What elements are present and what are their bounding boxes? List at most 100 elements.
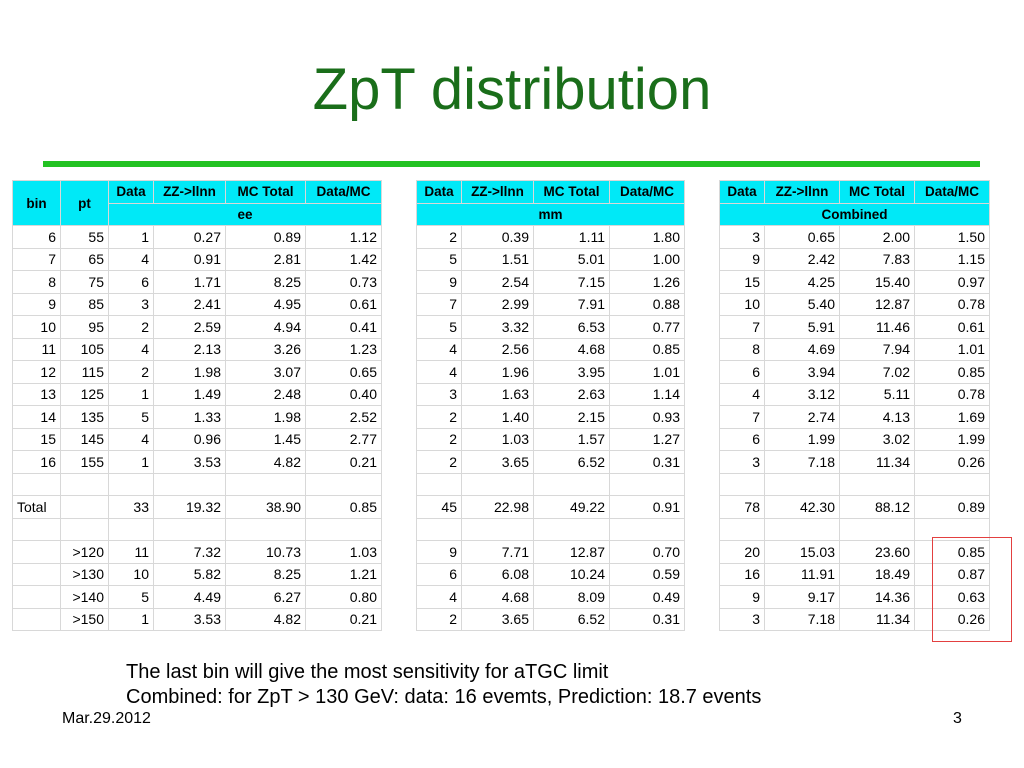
table-cell: 1.01: [609, 360, 685, 384]
table-cell: 0.49: [609, 585, 685, 609]
table-cell: 9: [416, 540, 462, 564]
table-cell: 7.15: [533, 270, 610, 294]
table-cell: 22.98: [461, 495, 534, 519]
bin-cell: 14: [12, 405, 61, 429]
table-cell: [225, 472, 306, 496]
table-cell: 4: [108, 247, 154, 271]
table-cell: 0.65: [764, 225, 840, 249]
table-cell: 3: [719, 225, 765, 249]
table-cell: 0.89: [225, 225, 306, 249]
table-cell: 2.41: [153, 292, 226, 316]
table-cell: 1.15: [914, 247, 990, 271]
table-cell: 15: [719, 270, 765, 294]
note-line-2: Combined: for ZpT > 130 GeV: data: 16 ev…: [126, 686, 762, 708]
table-cell: 6.52: [533, 607, 610, 631]
bin-cell: 12: [12, 360, 61, 384]
pt-cut-cell: >140: [60, 585, 109, 609]
table-cell: [153, 517, 226, 541]
pt-cut-cell: >130: [60, 562, 109, 586]
table-cell: 8: [719, 337, 765, 361]
table-cell: [60, 472, 109, 496]
table-cell: 0.26: [914, 450, 990, 474]
table-cell: 10.24: [533, 562, 610, 586]
table-cell: 11.34: [839, 607, 915, 631]
table-cell: 9: [719, 585, 765, 609]
table-cell: 1: [108, 450, 154, 474]
column-gap: [684, 540, 720, 563]
pt-cut-cell: >120: [60, 540, 109, 564]
table-cell: 0.40: [305, 382, 382, 406]
table-cell: 2.81: [225, 247, 306, 271]
table-cell: 33: [108, 495, 154, 519]
column-gap: [684, 203, 720, 226]
table-cell: 3.53: [153, 607, 226, 631]
group-header-row: ee mm Combined: [13, 202, 990, 226]
table-cell: 4: [719, 382, 765, 406]
table-cell: 6: [416, 562, 462, 586]
table-cell: [381, 473, 417, 496]
table-cell: 1.03: [305, 540, 382, 564]
table-cell: [764, 517, 840, 541]
table-cell: 7: [719, 405, 765, 429]
group-header: mm: [416, 202, 685, 226]
table-row: 14 135 5 1.33 1.98 2.52 2 1.40 2.15 0.93 7 2.74 4.13…: [12, 405, 990, 429]
cut-row: >140 5 4.49 6.27 0.80 4 4.68 8.09 0.49 9 9.17 14.36…: [12, 585, 990, 609]
table-cell: 6.08: [461, 562, 534, 586]
bin-cell: 9: [12, 292, 61, 316]
pt-cell: 65: [60, 247, 109, 271]
table-cell: 4: [108, 427, 154, 451]
column-gap: [381, 428, 417, 451]
table-cell: 1.01: [914, 337, 990, 361]
table-cell: 12.87: [533, 540, 610, 564]
column-gap: [684, 563, 720, 586]
table-cell: 0.85: [305, 495, 382, 519]
table-cell: 4.49: [153, 585, 226, 609]
table-cell: 0.26: [914, 607, 990, 631]
table-cell: 2.63: [533, 382, 610, 406]
table-cell: 3.65: [461, 607, 534, 631]
note-line-1: The last bin will give the most sensitiv…: [126, 661, 609, 683]
col-header: Data/MC: [609, 180, 685, 204]
table-cell: 0.59: [609, 562, 685, 586]
col-header: Data/MC: [914, 180, 990, 204]
table-cell: 3.94: [764, 360, 840, 384]
table-cell: 11: [108, 540, 154, 564]
pt-cell: 115: [60, 360, 109, 384]
col-header-bin: bin: [12, 180, 61, 226]
group-header: Combined: [719, 202, 990, 226]
column-gap: [684, 495, 720, 518]
table-cell: 7.32: [153, 540, 226, 564]
table-cell: 11.91: [764, 562, 840, 586]
table-cell: 0.93: [609, 405, 685, 429]
table-cell: [914, 472, 990, 496]
table-cell: 2: [416, 607, 462, 631]
table-cell: [381, 518, 417, 541]
table-cell: 4: [416, 585, 462, 609]
table-cell: 3.02: [839, 427, 915, 451]
column-gap: [684, 450, 720, 473]
column-gap: [381, 338, 417, 361]
empty-row: [12, 472, 990, 496]
table-row: 12 115 2 1.98 3.07 0.65 4 1.96 3.95 1.01 6 3.94 7.02…: [12, 360, 990, 384]
cut-row: >130 10 5.82 8.25 1.21 6 6.08 10.24 0.59 16 11.91 1…: [12, 562, 990, 586]
table-cell: 0.31: [609, 607, 685, 631]
table-cell: 4.95: [225, 292, 306, 316]
table-cell: 0.77: [609, 315, 685, 339]
table-cell: 6.27: [225, 585, 306, 609]
table-cell: 4.82: [225, 450, 306, 474]
table-cell: 3.95: [533, 360, 610, 384]
table-cell: 5: [108, 585, 154, 609]
table-row: 8 75 6 1.71 8.25 0.73 9 2.54 7.15 1.26 15 4.25 15.40…: [12, 270, 990, 294]
table-cell: 2.74: [764, 405, 840, 429]
table-cell: 4.68: [461, 585, 534, 609]
table-cell: 3: [719, 607, 765, 631]
table-cell: 7: [719, 315, 765, 339]
table-cell: 16: [719, 562, 765, 586]
table-cell: 1.27: [609, 427, 685, 451]
table-cell: 3.12: [764, 382, 840, 406]
table-cell: 2.54: [461, 270, 534, 294]
table-cell: 6: [108, 270, 154, 294]
table-cell: [609, 517, 685, 541]
table-cell: 2.99: [461, 292, 534, 316]
bin-cell: 13: [12, 382, 61, 406]
